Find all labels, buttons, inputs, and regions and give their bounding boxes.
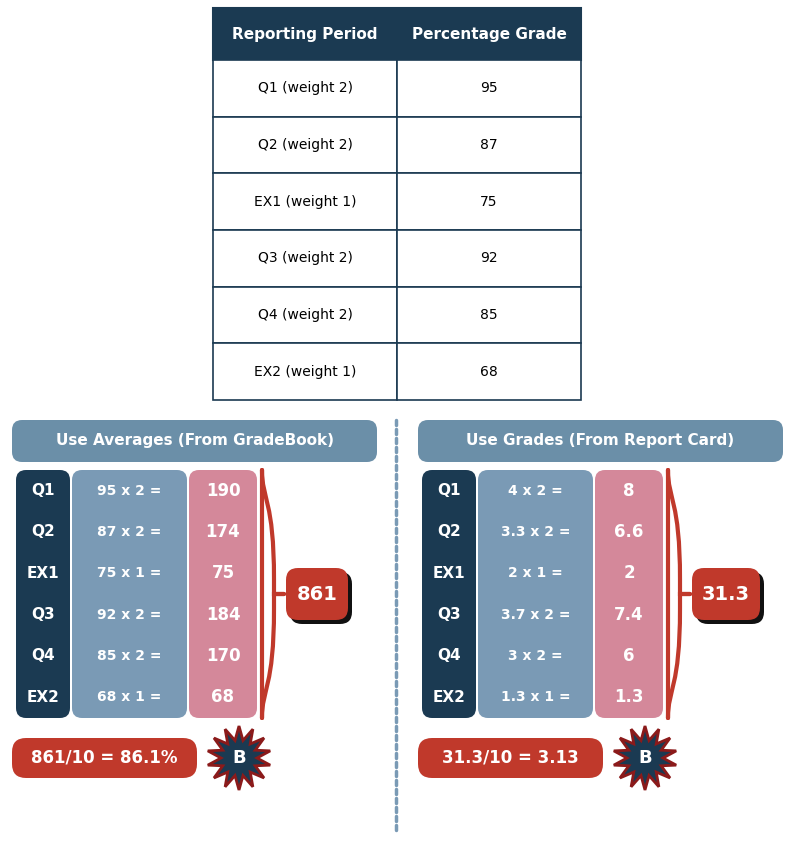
Bar [397, 230, 581, 286]
Polygon shape [208, 726, 270, 790]
Text: Q3 (weight 2): Q3 (weight 2) [258, 251, 352, 265]
Bar [397, 343, 581, 400]
Text: Q4: Q4 [437, 648, 461, 664]
FancyBboxPatch shape [12, 738, 197, 778]
Text: 31.3: 31.3 [702, 584, 750, 603]
Text: 1.3 x 1 =: 1.3 x 1 = [500, 690, 570, 705]
Text: 3 x 2 =: 3 x 2 = [508, 649, 563, 663]
Text: EX2: EX2 [26, 690, 59, 705]
Text: 1.3: 1.3 [615, 688, 644, 706]
Text: 2 x 1 =: 2 x 1 = [508, 567, 563, 580]
Text: 6: 6 [623, 647, 634, 665]
FancyBboxPatch shape [478, 470, 593, 718]
Text: B: B [232, 749, 246, 767]
Text: 184: 184 [205, 606, 240, 624]
Bar [213, 343, 397, 400]
FancyBboxPatch shape [696, 572, 764, 624]
Text: Q2 (weight 2): Q2 (weight 2) [258, 138, 352, 152]
Text: 174: 174 [205, 523, 240, 541]
Text: 92 x 2 =: 92 x 2 = [98, 607, 162, 622]
Text: EX1: EX1 [27, 566, 59, 581]
FancyBboxPatch shape [72, 470, 187, 718]
Text: 190: 190 [205, 481, 240, 499]
Text: Q2: Q2 [437, 525, 461, 539]
Text: 2: 2 [623, 564, 635, 582]
Text: 75: 75 [212, 564, 235, 582]
Text: 75 x 1 =: 75 x 1 = [98, 567, 162, 580]
Bar [397, 117, 581, 173]
Text: 68 x 1 =: 68 x 1 = [98, 690, 162, 705]
FancyBboxPatch shape [290, 572, 352, 624]
Text: Q4: Q4 [31, 648, 55, 664]
FancyBboxPatch shape [595, 470, 663, 718]
Text: Reporting Period: Reporting Period [232, 26, 377, 42]
Bar [213, 286, 397, 343]
Bar [213, 173, 397, 230]
Text: Q3: Q3 [437, 607, 461, 622]
Text: 95: 95 [481, 81, 498, 95]
Text: 87 x 2 =: 87 x 2 = [98, 525, 162, 539]
Text: 3.7 x 2 =: 3.7 x 2 = [500, 607, 570, 622]
Text: Q1 (weight 2): Q1 (weight 2) [258, 81, 353, 95]
Polygon shape [614, 726, 676, 790]
Bar [213, 230, 397, 286]
Bar [397, 173, 581, 230]
Text: EX1: EX1 [433, 566, 465, 581]
FancyBboxPatch shape [418, 738, 603, 778]
Text: Use Grades (From Report Card): Use Grades (From Report Card) [466, 434, 734, 448]
FancyBboxPatch shape [692, 568, 760, 620]
Text: 92: 92 [481, 251, 498, 265]
Text: Percentage Grade: Percentage Grade [412, 26, 566, 42]
Text: 4 x 2 =: 4 x 2 = [508, 484, 563, 498]
Text: 85: 85 [481, 308, 498, 322]
Text: EX1 (weight 1): EX1 (weight 1) [254, 194, 356, 209]
Bar [213, 8, 581, 60]
Text: 75: 75 [481, 194, 498, 209]
FancyBboxPatch shape [12, 420, 377, 462]
Bar [397, 286, 581, 343]
Bar [213, 117, 397, 173]
Text: EX2 (weight 1): EX2 (weight 1) [254, 365, 356, 378]
Text: 87: 87 [481, 138, 498, 152]
Text: Q1: Q1 [437, 483, 461, 498]
Text: 7.4: 7.4 [615, 606, 644, 624]
Text: Q2: Q2 [31, 525, 55, 539]
FancyBboxPatch shape [189, 470, 257, 718]
Text: 68: 68 [480, 365, 498, 378]
Text: 85 x 2 =: 85 x 2 = [98, 649, 162, 663]
FancyBboxPatch shape [418, 420, 783, 462]
FancyBboxPatch shape [422, 470, 476, 718]
Text: Use Averages (From GradeBook): Use Averages (From GradeBook) [56, 434, 334, 448]
Text: 6.6: 6.6 [615, 523, 644, 541]
Text: 95 x 2 =: 95 x 2 = [98, 484, 162, 498]
FancyBboxPatch shape [16, 470, 70, 718]
Text: 3.3 x 2 =: 3.3 x 2 = [500, 525, 570, 539]
Text: 68: 68 [212, 688, 235, 706]
Bar [213, 60, 397, 117]
Text: 170: 170 [205, 647, 240, 665]
Text: 31.3/10 = 3.13: 31.3/10 = 3.13 [442, 749, 579, 767]
Text: Q4 (weight 2): Q4 (weight 2) [258, 308, 352, 322]
Text: Q3: Q3 [31, 607, 55, 622]
Text: EX2: EX2 [432, 690, 465, 705]
Bar [397, 60, 581, 117]
Text: 8: 8 [623, 481, 634, 499]
Text: B: B [638, 749, 652, 767]
FancyBboxPatch shape [286, 568, 348, 620]
Text: 861: 861 [297, 584, 338, 603]
Text: 861/10 = 86.1%: 861/10 = 86.1% [31, 749, 178, 767]
Text: Q1: Q1 [31, 483, 55, 498]
